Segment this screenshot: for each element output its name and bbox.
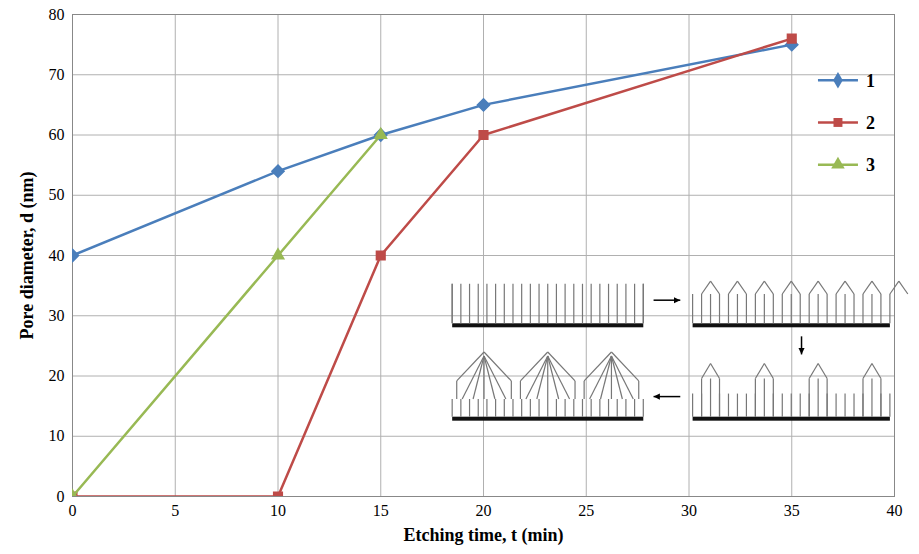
svg-text:35: 35 — [784, 502, 800, 519]
svg-text:Etching time, t (min): Etching time, t (min) — [404, 525, 564, 546]
svg-text:20: 20 — [49, 367, 65, 384]
svg-text:15: 15 — [373, 502, 389, 519]
svg-text:30: 30 — [49, 307, 65, 324]
svg-text:5: 5 — [171, 502, 179, 519]
svg-text:0: 0 — [69, 502, 77, 519]
svg-text:10: 10 — [270, 502, 286, 519]
svg-text:2: 2 — [866, 113, 875, 133]
svg-text:Pore diameter, d (nm): Pore diameter, d (nm) — [17, 172, 38, 340]
svg-text:40: 40 — [887, 502, 903, 519]
svg-text:50: 50 — [49, 186, 65, 203]
svg-text:40: 40 — [49, 247, 65, 264]
svg-text:1: 1 — [866, 71, 875, 91]
svg-text:3: 3 — [866, 155, 875, 175]
svg-text:20: 20 — [476, 502, 492, 519]
svg-text:25: 25 — [578, 502, 594, 519]
svg-text:80: 80 — [49, 6, 65, 23]
svg-text:30: 30 — [681, 502, 697, 519]
svg-text:60: 60 — [49, 126, 65, 143]
svg-text:70: 70 — [49, 66, 65, 83]
svg-text:10: 10 — [49, 427, 65, 444]
svg-text:0: 0 — [57, 488, 65, 505]
